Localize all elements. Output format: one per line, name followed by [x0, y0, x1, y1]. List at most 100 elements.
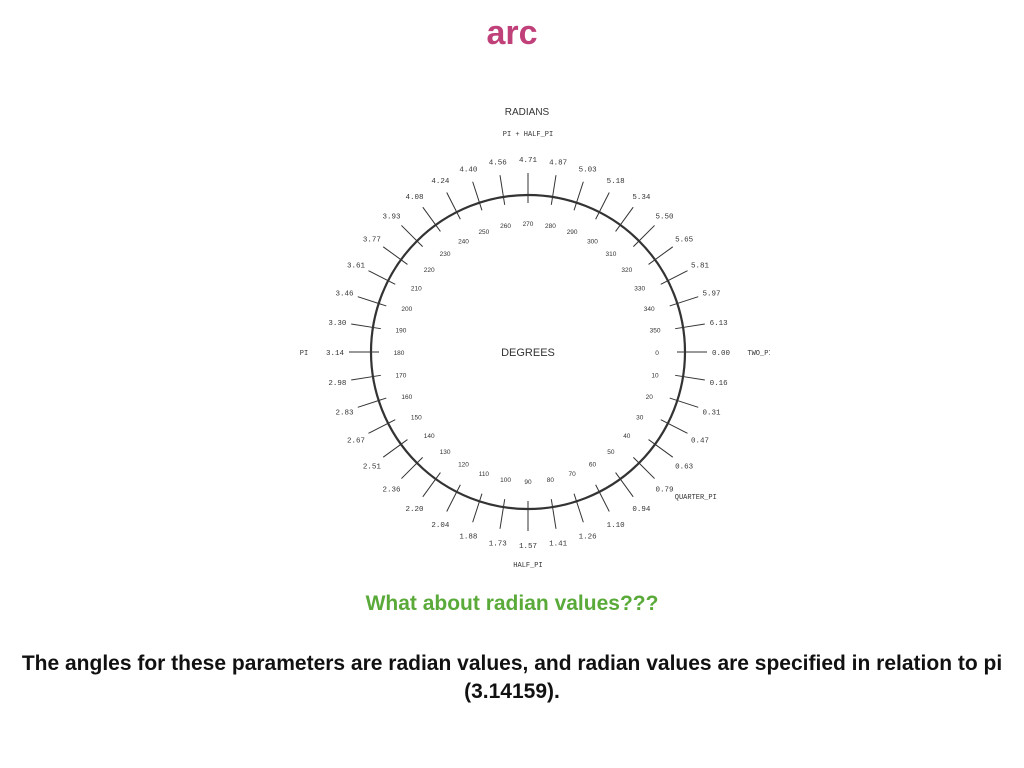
radian-tick: [660, 419, 688, 434]
radian-tick: [660, 270, 688, 285]
degree-tick-label: 130: [440, 449, 451, 456]
radian-tick-label: 3.30: [328, 320, 347, 328]
radian-tick: [422, 206, 441, 232]
radian-tick: [446, 484, 461, 512]
radian-tick-label: 1.88: [459, 534, 477, 542]
radian-tick: [368, 419, 396, 434]
radian-tick-label: 5.50: [655, 214, 674, 222]
radian-dial: RADIANS DEGREES 0.00 0.16 0.31 0.47 0.63 0.79…: [300, 107, 770, 570]
radian-tick-label: 2.98: [328, 380, 346, 388]
degree-tick-label: 120: [458, 462, 469, 469]
degree-tick-label: 20: [646, 394, 654, 401]
radian-tick: [401, 225, 423, 247]
constant-label: QUARTER_PI: [675, 494, 717, 502]
radian-tick-label: 3.14: [326, 350, 345, 358]
radian-tick: [422, 472, 441, 498]
radian-tick: [499, 499, 506, 529]
radian-tick-label: 0.63: [675, 463, 694, 471]
degree-tick-label: 170: [396, 372, 407, 379]
radian-tick: [550, 175, 557, 205]
degree-tick-label: 160: [401, 394, 412, 401]
radian-tick-label: 3.77: [363, 237, 381, 245]
degree-tick-label: 260: [500, 223, 511, 230]
constant-label: PI + HALF_PI: [503, 131, 553, 139]
radian-tick-label: 5.18: [607, 178, 625, 186]
radians-heading: RADIANS: [505, 107, 550, 118]
radian-tick-label: 1.73: [489, 541, 508, 549]
radian-tick-label: 5.65: [675, 237, 694, 245]
radian-degree-diagram: RADIANS DEGREES 0.00 0.16 0.31 0.47 0.63 0.79…: [290, 95, 770, 575]
radian-tick-label: 1.26: [579, 534, 598, 542]
degree-tick-label: 310: [605, 251, 616, 258]
radian-tick: [401, 457, 423, 479]
degree-tick-label: 210: [411, 286, 422, 293]
radian-tick: [357, 296, 387, 307]
radian-tick-label: 2.51: [363, 463, 382, 471]
degree-tick-label: 110: [479, 471, 490, 478]
degree-tick-label: 50: [607, 449, 615, 456]
radian-tick-label: 2.04: [431, 522, 450, 530]
radian-tick-label: 2.36: [383, 486, 402, 494]
radian-tick: [382, 439, 408, 458]
radian-tick-label: 0.94: [632, 506, 651, 514]
subheading: What about radian values???: [365, 592, 659, 615]
radian-tick: [472, 181, 483, 211]
degree-labels: 0 10 20 30 40 50 60 70 80 90 100 110 120 130 140 150 160…: [394, 221, 661, 486]
degree-tick-label: 80: [547, 477, 555, 484]
degree-tick-label: 190: [396, 328, 407, 335]
degree-tick-label: 180: [394, 350, 405, 357]
degree-tick-label: 280: [545, 223, 556, 230]
degree-tick-label: 220: [424, 267, 435, 274]
radian-tick: [648, 246, 674, 265]
degree-tick-label: 230: [440, 251, 451, 258]
radian-tick: [499, 175, 506, 205]
degree-tick-label: 10: [651, 372, 659, 379]
radian-tick-label: 5.97: [703, 290, 721, 298]
radian-tick: [615, 472, 634, 498]
radian-tick-label: 3.93: [383, 214, 402, 222]
degree-tick-label: 40: [623, 433, 631, 440]
radian-tick: [595, 192, 610, 220]
radian-tick: [351, 323, 381, 330]
radian-tick-label: 4.71: [519, 157, 538, 165]
degrees-center-label: DEGREES: [501, 347, 555, 359]
radian-tick-label: 4.08: [406, 194, 424, 202]
radian-tick-label: 4.87: [549, 159, 567, 167]
constant-label: HALF_PI: [513, 562, 542, 570]
constant-label: TWO_PI: [747, 350, 770, 358]
radian-tick-label: 5.03: [579, 166, 598, 174]
radian-tick-label: 4.56: [489, 159, 508, 167]
radian-tick: [633, 457, 655, 479]
degree-tick-label: 340: [644, 306, 655, 313]
degree-tick-label: 30: [636, 415, 644, 422]
degree-tick-label: 290: [567, 229, 578, 236]
radian-tick: [675, 374, 705, 381]
radian-tick-label: 6.13: [710, 320, 729, 328]
radian-labels: 0.00 0.16 0.31 0.47 0.63 0.79 0.94 1.10 1.26 1.41…: [326, 157, 731, 551]
radian-tick: [472, 493, 483, 523]
radian-tick-label: 2.83: [335, 410, 354, 418]
radian-tick: [669, 397, 699, 408]
radian-tick: [351, 374, 381, 381]
radian-tick-label: 0.47: [691, 438, 709, 446]
degree-tick-label: 250: [478, 229, 489, 236]
radian-tick: [357, 397, 387, 408]
degree-tick-label: 0: [655, 350, 659, 357]
degree-tick-label: 350: [650, 328, 661, 335]
degree-tick-label: 330: [634, 286, 645, 293]
radian-tick: [595, 484, 610, 512]
radian-tick-label: 2.20: [406, 506, 425, 514]
radian-tick-label: 0.00: [712, 350, 731, 358]
radian-tick-label: 3.46: [335, 290, 354, 298]
radian-tick-label: 3.61: [347, 262, 366, 270]
radian-tick-label: 1.41: [549, 541, 568, 549]
radian-tick: [573, 181, 584, 211]
radian-tick: [669, 296, 699, 307]
radian-tick: [675, 323, 705, 330]
radian-tick: [368, 270, 396, 285]
radian-tick-label: 0.79: [655, 486, 673, 494]
radian-tick: [446, 192, 461, 220]
degree-tick-label: 100: [500, 477, 511, 484]
radian-tick-label: 5.34: [632, 194, 651, 202]
degree-tick-label: 70: [569, 471, 577, 478]
